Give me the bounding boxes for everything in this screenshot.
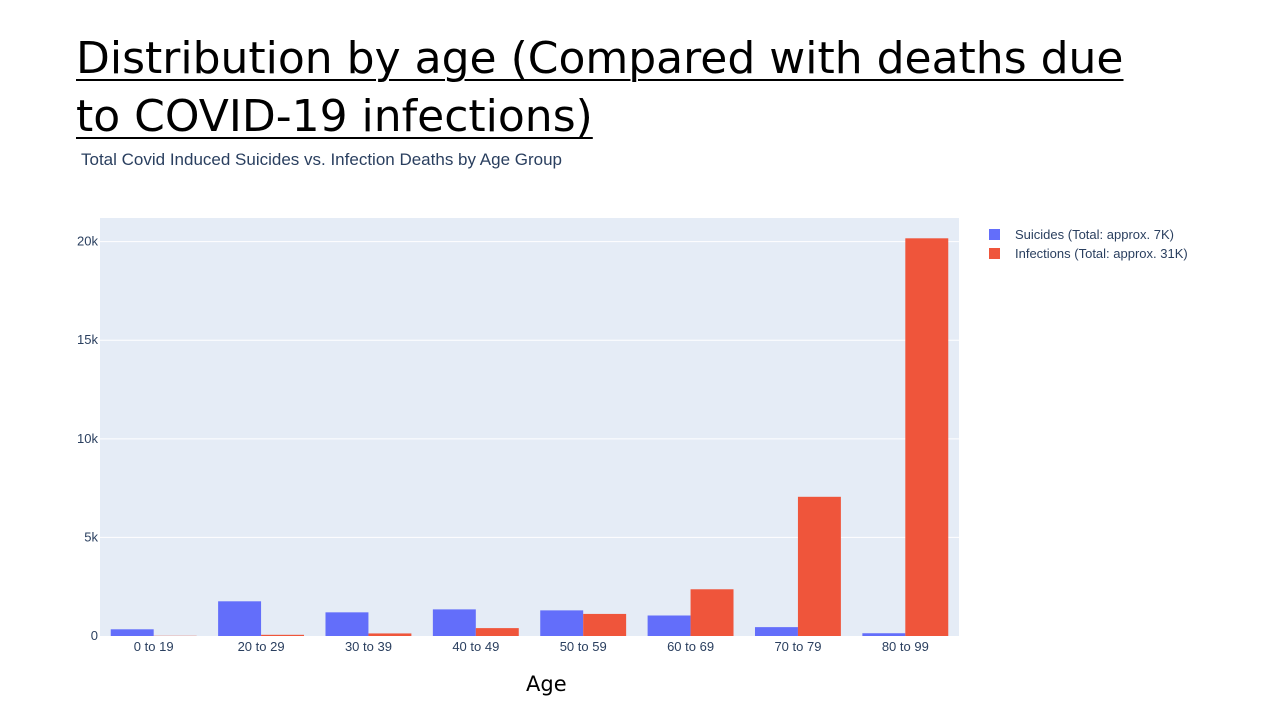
bar-suicides-3[interactable]: [432, 609, 476, 636]
x-tick-label: 70 to 79: [774, 639, 821, 654]
legend-swatch-suicides: [989, 229, 1000, 240]
bar-suicides-6[interactable]: [754, 627, 798, 636]
x-tick-label: 30 to 39: [345, 639, 392, 654]
x-tick-label: 0 to 19: [134, 639, 174, 654]
bar-infections-6[interactable]: [797, 496, 841, 636]
x-tick-label: 80 to 99: [882, 639, 929, 654]
x-tick-label: 20 to 29: [238, 639, 285, 654]
legend-label-infections: Infections (Total: approx. 31K): [1015, 246, 1188, 261]
bar-infections-3[interactable]: [475, 628, 519, 636]
legend: Suicides (Total: approx. 7K) Infections …: [989, 225, 1188, 263]
slide-title: Distribution by age (Compared with death…: [76, 33, 1124, 142]
y-tick-label: 10k: [77, 431, 98, 446]
legend-swatch-infections: [989, 248, 1000, 259]
bar-suicides-0[interactable]: [110, 629, 154, 636]
legend-item-suicides[interactable]: Suicides (Total: approx. 7K): [989, 225, 1188, 244]
y-tick-label: 5k: [84, 529, 98, 544]
bar-infections-2[interactable]: [368, 633, 412, 636]
x-axis-label: Age: [526, 672, 567, 696]
x-tick-label: 40 to 49: [452, 639, 499, 654]
bar-suicides-4[interactable]: [540, 610, 584, 636]
y-tick-label: 20k: [77, 234, 98, 249]
y-tick-label: 15k: [77, 332, 98, 347]
x-tick-label: 50 to 59: [560, 639, 607, 654]
y-tick-label: 0: [91, 628, 98, 643]
legend-item-infections[interactable]: Infections (Total: approx. 31K): [989, 244, 1188, 263]
x-tick-label: 60 to 69: [667, 639, 714, 654]
bar-suicides-2[interactable]: [325, 612, 369, 636]
bar-suicides-5[interactable]: [647, 615, 691, 636]
legend-label-suicides: Suicides (Total: approx. 7K): [1015, 227, 1174, 242]
chart-title: Total Covid Induced Suicides vs. Infecti…: [81, 150, 562, 169]
bar-infections-1[interactable]: [261, 634, 305, 636]
bar-infections-7[interactable]: [905, 238, 949, 637]
bar-suicides-1[interactable]: [218, 601, 262, 636]
bar-suicides-7[interactable]: [862, 633, 906, 636]
bar-infections-5[interactable]: [690, 589, 734, 636]
bar-infections-4[interactable]: [583, 613, 627, 636]
